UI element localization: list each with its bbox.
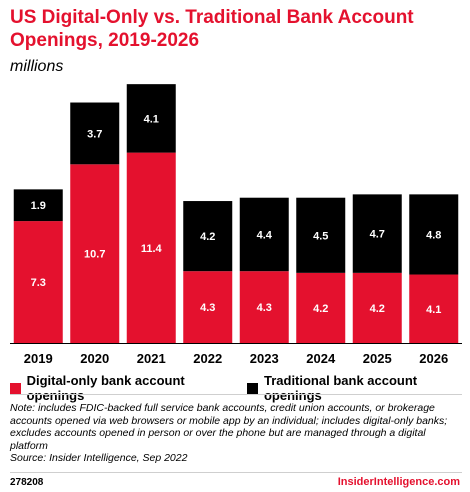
- legend: Digital-only bank account openings Tradi…: [10, 373, 470, 403]
- x-tick-label-2021: 2021: [137, 351, 166, 366]
- x-tick-label-2025: 2025: [363, 351, 392, 366]
- data-label-traditional-2022: 4.2: [200, 231, 215, 243]
- data-label-traditional-2025: 4.7: [370, 229, 385, 241]
- divider-bottom: [10, 472, 462, 473]
- data-label-digital-2024: 4.2: [313, 303, 328, 315]
- x-tick-label-2019: 2019: [24, 351, 53, 366]
- x-tick-label-2022: 2022: [193, 351, 222, 366]
- legend-swatch-traditional: [247, 382, 258, 394]
- brand-link[interactable]: InsiderIntelligence.com: [337, 476, 460, 488]
- bar-digital-2019: [13, 221, 63, 343]
- bar-traditional-2022: [183, 201, 233, 272]
- legend-label-traditional: Traditional bank account openings: [263, 373, 418, 403]
- bar-digital-2023: [239, 271, 289, 343]
- data-label-digital-2019: 7.3: [31, 277, 46, 289]
- note-text: Note: includes FDIC-backed full service …: [10, 402, 448, 452]
- bar-digital-2026: [409, 274, 459, 343]
- data-label-digital-2026: 4.1: [426, 304, 441, 316]
- source-text: Source: Insider Intelligence, Sep 2022: [10, 452, 188, 464]
- data-label-traditional-2021: 4.1: [144, 113, 159, 125]
- bar-traditional-2021: [126, 84, 176, 153]
- stacked-bar-chart: 7.3 1.9 2019 10.7 3.7 2020 11.4 4.1 2021 4.3 4.2 20…: [10, 84, 462, 366]
- bar-digital-2021: [126, 152, 176, 343]
- bar-digital-2022: [183, 271, 233, 343]
- bar-traditional-2024: [296, 197, 346, 273]
- data-label-digital-2023: 4.3: [257, 302, 272, 314]
- bar-digital-2025: [352, 272, 402, 343]
- data-label-digital-2025: 4.2: [370, 303, 385, 315]
- divider-top: [10, 394, 462, 395]
- legend-label-digital: Digital-only bank account openings: [26, 373, 185, 403]
- bar-traditional-2020: [70, 102, 120, 165]
- bar-traditional-2026: [409, 194, 459, 275]
- bar-traditional-2025: [352, 194, 402, 273]
- chart-title: US Digital-Only vs. Traditional Bank Acc…: [10, 7, 414, 51]
- legend-item-traditional: Traditional bank account openings: [247, 373, 470, 403]
- data-label-traditional-2020: 3.7: [87, 128, 102, 140]
- legend-item-digital: Digital-only bank account openings: [10, 373, 237, 403]
- x-tick-label-2026: 2026: [419, 351, 448, 366]
- note-block: Note: includes FDIC-backed full service …: [10, 402, 464, 465]
- data-label-traditional-2019: 1.9: [31, 200, 46, 212]
- bar-traditional-2023: [239, 197, 289, 272]
- x-tick-label-2024: 2024: [306, 351, 336, 366]
- data-label-digital-2021: 11.4: [141, 243, 163, 255]
- chart-id: 278208: [10, 477, 44, 488]
- legend-swatch-digital: [10, 382, 21, 394]
- chart-subtitle: millions: [10, 58, 64, 75]
- data-label-traditional-2023: 4.4: [257, 229, 273, 241]
- x-tick-label-2023: 2023: [250, 351, 279, 366]
- data-label-digital-2020: 10.7: [84, 249, 105, 261]
- data-label-traditional-2024: 4.5: [313, 230, 328, 242]
- bar-traditional-2019: [13, 189, 63, 222]
- x-tick-label-2020: 2020: [80, 351, 109, 366]
- data-label-traditional-2026: 4.8: [426, 229, 441, 241]
- bar-digital-2024: [296, 272, 346, 343]
- data-label-digital-2022: 4.3: [200, 302, 215, 314]
- bar-digital-2020: [70, 164, 120, 343]
